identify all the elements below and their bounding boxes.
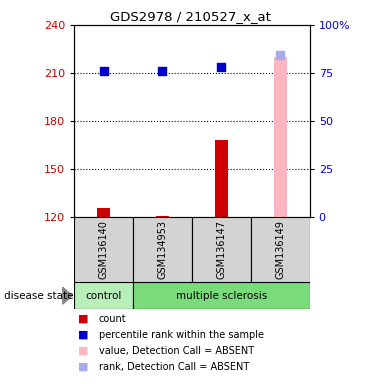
Text: GSM136147: GSM136147 xyxy=(216,220,226,279)
Bar xyxy=(274,57,287,217)
Text: ■: ■ xyxy=(78,362,89,372)
Text: GSM136149: GSM136149 xyxy=(275,220,285,279)
Text: ■: ■ xyxy=(78,314,89,324)
Text: GDS2978 / 210527_x_at: GDS2978 / 210527_x_at xyxy=(109,10,271,23)
Bar xyxy=(133,217,192,282)
Bar xyxy=(251,217,310,282)
Point xyxy=(159,68,165,74)
Text: count: count xyxy=(99,314,127,324)
Bar xyxy=(156,216,169,217)
Bar xyxy=(192,217,251,282)
Text: control: control xyxy=(86,291,122,301)
Point xyxy=(218,63,224,70)
Text: disease state: disease state xyxy=(4,291,73,301)
Text: value, Detection Call = ABSENT: value, Detection Call = ABSENT xyxy=(99,346,254,356)
Text: ■: ■ xyxy=(78,346,89,356)
Point xyxy=(277,52,283,58)
Bar xyxy=(74,217,133,282)
Bar xyxy=(97,208,110,217)
Text: ■: ■ xyxy=(78,330,89,340)
Text: GSM136140: GSM136140 xyxy=(98,220,109,279)
Bar xyxy=(74,282,133,309)
Point xyxy=(100,68,106,74)
Text: percentile rank within the sample: percentile rank within the sample xyxy=(99,330,264,340)
Bar xyxy=(133,282,310,309)
Text: GSM134953: GSM134953 xyxy=(157,220,168,279)
Text: multiple sclerosis: multiple sclerosis xyxy=(176,291,267,301)
Text: rank, Detection Call = ABSENT: rank, Detection Call = ABSENT xyxy=(99,362,249,372)
Bar xyxy=(215,140,228,217)
